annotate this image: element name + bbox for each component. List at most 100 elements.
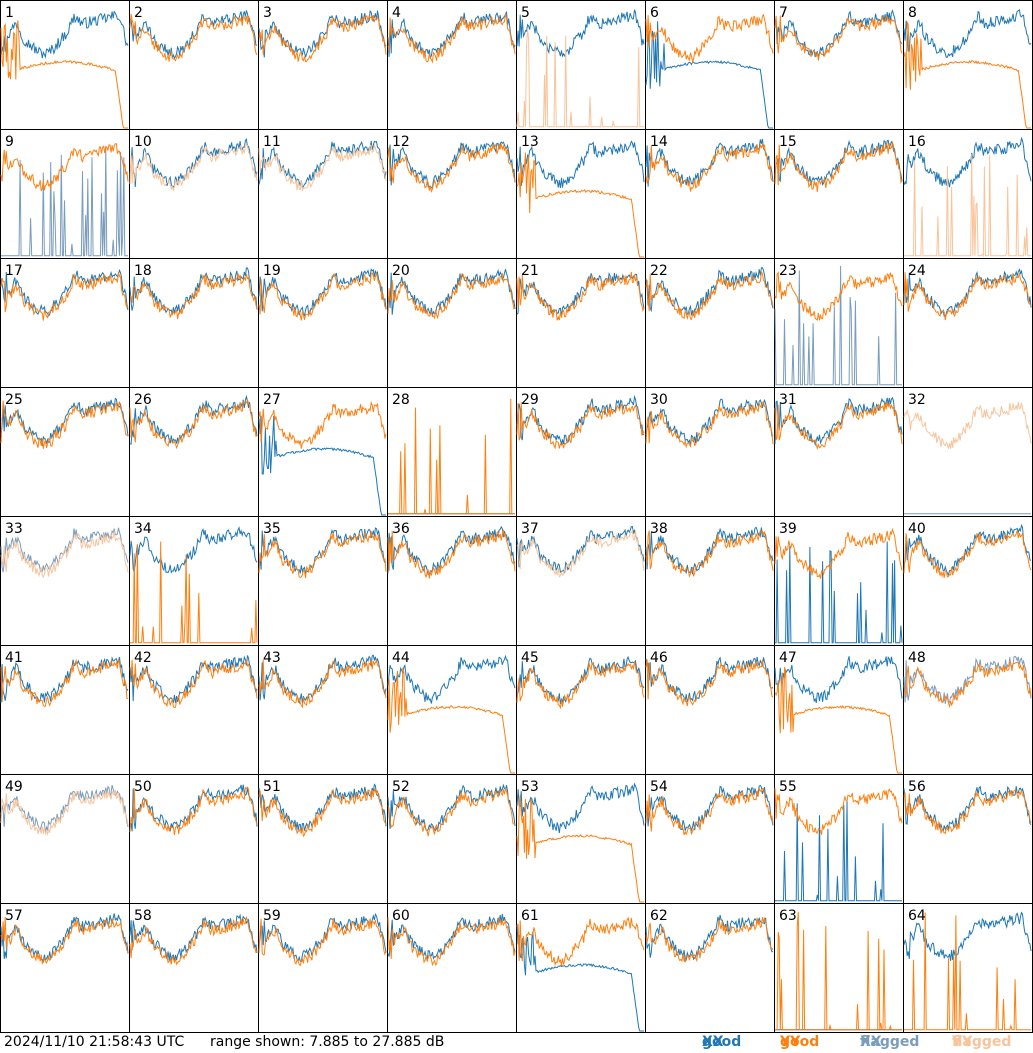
panel-frame — [516, 387, 646, 517]
panel-8: 8 — [903, 0, 1033, 130]
series-yy-line — [903, 21, 1031, 129]
panel-1: 1 — [0, 0, 130, 130]
series-yy-line — [387, 667, 515, 774]
panel-frame — [387, 903, 517, 1033]
panel-frame — [903, 387, 1033, 517]
panel-label: 54 — [650, 779, 668, 795]
panel-label: 55 — [779, 779, 797, 795]
panel-30: 30 — [645, 387, 775, 517]
series-yy-line — [0, 530, 129, 579]
panel-13: 13 — [516, 129, 646, 259]
series-yy-line — [903, 789, 1032, 835]
series-yy-line — [0, 916, 129, 965]
panel-label: 1 — [5, 5, 14, 21]
panel-21: 21 — [516, 258, 646, 388]
series-yy-line — [258, 271, 387, 321]
series-yy-line — [388, 398, 515, 515]
panel-frame — [903, 774, 1033, 904]
series-yy-line — [387, 529, 516, 579]
panel-frame — [0, 516, 130, 646]
series-yy-line — [774, 527, 903, 579]
panel-label: 57 — [5, 908, 23, 924]
series-xx-line — [258, 913, 387, 962]
series-xx-line — [903, 8, 1032, 59]
panel-label: 3 — [263, 5, 272, 21]
series-yy-line — [258, 788, 387, 838]
series-xx-line — [516, 9, 645, 58]
panel-frame — [516, 903, 646, 1033]
panel-label: 34 — [134, 521, 152, 537]
series-yy-line — [645, 916, 774, 963]
series-yy-line — [904, 912, 1031, 1031]
panel-frame — [258, 903, 388, 1033]
panel-17: 17 — [0, 258, 130, 388]
series-yy-line — [258, 918, 387, 967]
series-xx-line — [387, 525, 516, 576]
series-yy-line — [904, 154, 1031, 258]
panel-11: 11 — [258, 129, 388, 259]
series-yy-line — [903, 530, 1032, 578]
panel-label: 31 — [779, 392, 797, 408]
series-xx-line — [0, 10, 129, 59]
legend-pol: YY — [780, 1034, 801, 1050]
series-yy-line — [903, 272, 1032, 321]
panel-46: 46 — [645, 645, 775, 775]
panel-label: 64 — [908, 908, 926, 924]
series-xx-line — [516, 272, 645, 317]
series-xx-line — [645, 138, 774, 187]
panel-38: 38 — [645, 516, 775, 646]
series-yy-line — [129, 13, 258, 62]
series-xx-line — [516, 924, 644, 1032]
series-yy-line — [387, 916, 516, 967]
panel-label: 37 — [521, 521, 539, 537]
panel-15: 15 — [774, 129, 904, 259]
series-yy-line — [0, 789, 129, 836]
panel-27: 27 — [258, 387, 388, 517]
series-xx-line — [387, 268, 516, 317]
panel-label: 60 — [392, 908, 410, 924]
panel-label: 53 — [521, 779, 539, 795]
panel-48: 48 — [903, 645, 1033, 775]
series-yy-line — [645, 529, 774, 578]
panel-frame — [387, 0, 517, 130]
panel-5: 5 — [516, 0, 646, 130]
panel-label: 48 — [908, 650, 926, 666]
panel-label: 17 — [5, 263, 23, 279]
panel-label: 19 — [263, 263, 281, 279]
panel-label: 23 — [779, 263, 797, 279]
series-xx-line — [903, 655, 1032, 704]
panel-41: 41 — [0, 645, 130, 775]
series-xx-line — [516, 782, 645, 834]
series-yy-line — [387, 788, 515, 837]
panel-55: 55 — [774, 774, 904, 904]
series-xx-line — [0, 527, 129, 573]
series-yy-line — [0, 658, 129, 707]
panel-19: 19 — [258, 258, 388, 388]
panel-frame — [387, 129, 517, 259]
panel-label: 4 — [392, 5, 401, 21]
panel-31: 31 — [774, 387, 904, 517]
panel-59: 59 — [258, 903, 388, 1033]
panel-label: 39 — [779, 521, 797, 537]
panel-20: 20 — [387, 258, 517, 388]
panel-frame — [258, 774, 388, 904]
panel-56: 56 — [903, 774, 1033, 904]
series-yy-line — [0, 400, 129, 449]
footer-bar: 2024/11/10 21:58:43 UTC range shown: 7.8… — [0, 1032, 1033, 1053]
panel-label: 27 — [263, 392, 281, 408]
series-yy-line — [0, 272, 129, 321]
panel-label: 42 — [134, 650, 152, 666]
panel-frame — [387, 774, 517, 904]
panel-62: 62 — [645, 903, 775, 1033]
series-yy-line — [516, 271, 645, 321]
panel-label: 52 — [392, 779, 410, 795]
series-xx-line — [775, 541, 903, 644]
series-xx-line — [129, 267, 258, 315]
panel-label: 58 — [134, 908, 152, 924]
panel-label: 47 — [779, 650, 797, 666]
series-xx-line — [129, 655, 258, 704]
series-yy-line — [129, 786, 258, 835]
legend-pol: XX — [702, 1034, 724, 1050]
panel-26: 26 — [129, 387, 259, 517]
panel-label: 51 — [263, 779, 281, 795]
